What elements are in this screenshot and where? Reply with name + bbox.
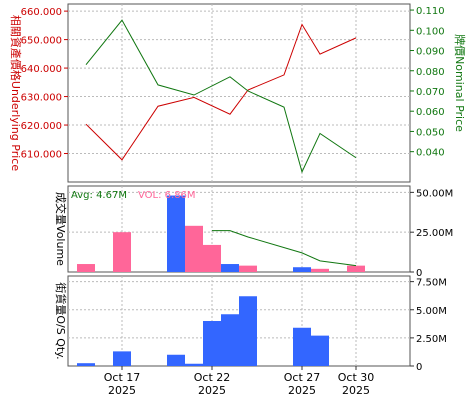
os-qty-axis-label: 街貨量O/S Qty.: [54, 282, 68, 359]
os-qty-bar: [185, 363, 203, 366]
os-qty-bar: [77, 363, 95, 366]
os-qty-bar: [311, 335, 329, 366]
volume-bar: [347, 265, 365, 272]
nominal-price-line: [85, 19, 357, 174]
left-tick-label: 640.000: [21, 64, 62, 75]
left-tick-label: 650.000: [21, 36, 62, 47]
volume-bar: [185, 225, 203, 272]
volume-vol-legend: VOL: 6.86M: [138, 190, 196, 201]
x-tick-year-label: 2025: [342, 384, 370, 397]
left-tick-label: 630.000: [21, 93, 62, 104]
underlying-price-axis-label: 相關資產價格Underlying Price: [9, 15, 23, 171]
left-tick-label: 620.000: [21, 121, 62, 132]
os-qty-bar: [203, 321, 221, 366]
volume-bar: [77, 264, 95, 272]
right-tick-label: 0.060: [416, 107, 445, 118]
right-tick-label: 0.040: [416, 148, 445, 159]
volume-average-line: [212, 230, 357, 267]
volume-avg-legend: Avg: 4.67M: [71, 190, 127, 201]
os-qty-bar: [293, 327, 311, 366]
volume-bar: [311, 268, 329, 272]
volume-tick-label: 25.00M: [416, 228, 453, 239]
volume-bar: [167, 195, 185, 272]
right-tick-label: 0.100: [416, 26, 445, 37]
right-tick-label: 0.090: [416, 47, 445, 58]
nominal-price-axis-label: 牌價Nominal Price: [453, 34, 467, 132]
left-tick-label: 610.000: [21, 150, 62, 161]
os-qty-tick-label: 0: [416, 362, 422, 373]
left-tick-label: 660.000: [21, 7, 62, 18]
x-tick-day-label: Oct 27: [284, 371, 321, 384]
volume-bar: [203, 244, 221, 272]
os-qty-tick-label: 7.50M: [416, 278, 447, 289]
os-qty-tick-label: 5.00M: [416, 306, 447, 317]
x-tick-year-label: 2025: [198, 384, 226, 397]
x-tick-year-label: 2025: [108, 384, 136, 397]
x-tick-day-label: Oct 22: [194, 371, 231, 384]
os-qty-bar: [239, 296, 257, 366]
os-qty-bar: [167, 354, 185, 366]
right-tick-label: 0.110: [416, 6, 445, 17]
os-qty-bar: [113, 351, 131, 366]
volume-bar: [221, 264, 239, 272]
volume-tick-label: 50.00M: [416, 188, 453, 199]
right-tick-label: 0.050: [416, 127, 445, 138]
volume-bar: [293, 267, 311, 272]
os-qty-bar: [221, 314, 239, 366]
price-panel: [67, 3, 411, 183]
right-tick-label: 0.080: [416, 67, 445, 78]
underlying-price-line: [85, 23, 357, 161]
volume-axis-label: 成交量Volume: [54, 192, 68, 266]
x-tick-day-label: Oct 17: [104, 371, 141, 384]
os-qty-tick-label: 2.50M: [416, 334, 447, 345]
volume-bar: [113, 232, 131, 272]
right-tick-label: 0.070: [416, 87, 445, 98]
volume-bar: [239, 265, 257, 272]
x-tick-year-label: 2025: [288, 384, 316, 397]
x-tick-day-label: Oct 30: [338, 371, 375, 384]
volume-tick-label: 0: [416, 268, 422, 279]
